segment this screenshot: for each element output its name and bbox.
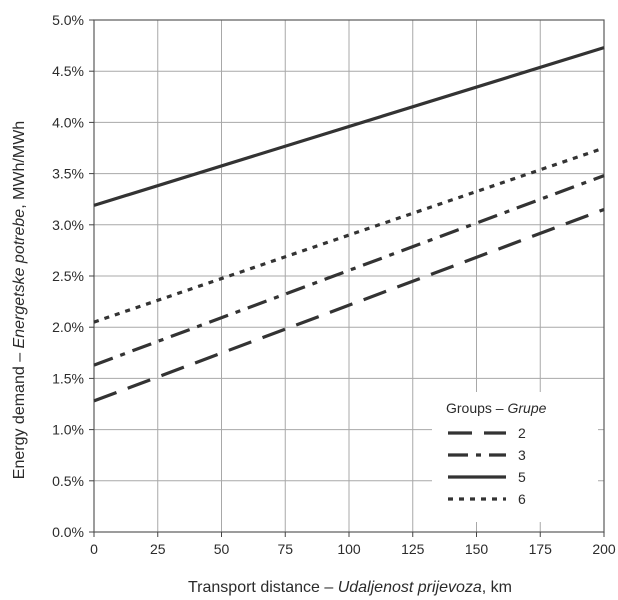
y-tick-label: 3.5%	[52, 166, 84, 182]
y-tick-label: 0.0%	[52, 524, 84, 540]
x-axis-ticks: 0 25 50 75 100 125 150 175 200	[90, 532, 616, 557]
x-tick-label: 0	[90, 541, 98, 557]
legend-label-6: 6	[518, 491, 526, 507]
y-tick-label: 5.0%	[52, 12, 84, 28]
x-tick-label: 175	[529, 541, 553, 557]
y-tick-label: 4.5%	[52, 63, 84, 79]
legend-items: 2 3 5 6	[448, 425, 526, 507]
y-axis-title: Energy demand – Energetske potrebe, MWh/…	[11, 121, 28, 479]
y-axis-ticks: 0.0% 0.5% 1.0% 1.5% 2.0% 2.5% 3.0% 3.5% 4.0% 4.5%…	[52, 12, 94, 540]
legend-title: Groups – Grupe	[446, 400, 547, 416]
x-tick-label: 50	[214, 541, 230, 557]
x-tick-label: 75	[277, 541, 293, 557]
y-tick-label: 1.0%	[52, 422, 84, 438]
series-line-5	[93, 46, 605, 207]
x-tick-label: 150	[465, 541, 489, 557]
x-tick-label: 125	[401, 541, 425, 557]
legend-label-5: 5	[518, 469, 526, 485]
legend-label-3: 3	[518, 447, 526, 463]
grid-lines	[94, 20, 604, 532]
legend: Groups – Grupe 2 3 5 6	[432, 392, 598, 522]
y-tick-label: 4.0%	[52, 114, 84, 130]
x-tick-label: 100	[337, 541, 361, 557]
series-line-2	[93, 207, 605, 403]
x-axis-title: Transport distance – Udaljenost prijevoz…	[188, 579, 512, 596]
series-line-3	[93, 174, 605, 367]
x-tick-label: 25	[150, 541, 166, 557]
y-tick-label: 3.0%	[52, 217, 84, 233]
y-tick-label: 2.5%	[52, 268, 84, 284]
y-tick-label: 0.5%	[52, 473, 84, 489]
y-tick-label: 2.0%	[52, 319, 84, 335]
x-tick-label: 200	[592, 541, 616, 557]
series-lines	[93, 46, 605, 403]
legend-label-2: 2	[518, 425, 526, 441]
y-tick-label: 1.5%	[52, 370, 84, 386]
series-line-6	[93, 146, 605, 324]
